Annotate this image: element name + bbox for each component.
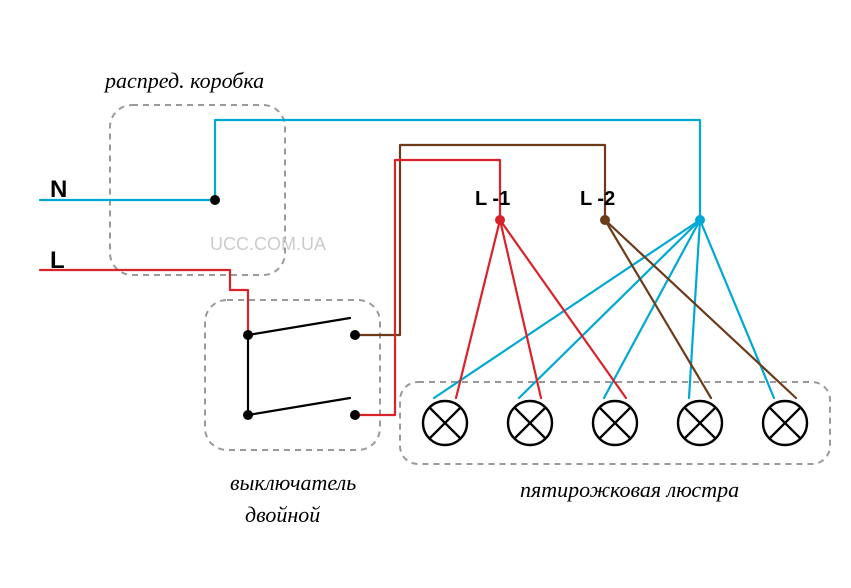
junction-dot: [350, 410, 360, 420]
lamp-symbol: [508, 401, 552, 445]
switch-internal-wires: [248, 318, 350, 415]
l2-wires: [355, 145, 796, 398]
switch-box: [205, 300, 380, 450]
junction-dot: [695, 215, 705, 225]
switch-label-line2: двойной: [245, 502, 320, 527]
watermark-text: UCC.COM.UA: [210, 234, 326, 254]
live-wires: [40, 160, 626, 415]
junction-dot: [210, 195, 220, 205]
switch-label-line1: выключатель: [230, 470, 356, 495]
junction-dot: [243, 410, 253, 420]
junction-dot: [600, 215, 610, 225]
l1-label: L -1: [475, 188, 510, 210]
junction-dot: [495, 215, 505, 225]
lamp-symbol: [593, 401, 637, 445]
junction-box-label: распред. коробка: [103, 68, 264, 93]
junction-dot: [350, 330, 360, 340]
lamps-group: [423, 401, 807, 445]
neutral-wires: [40, 120, 774, 398]
chandelier-label: пятирожковая люстра: [520, 477, 739, 502]
junction-dot: [243, 330, 253, 340]
wiring-diagram: распред. коробка N L UCC.COM.UA L -1 L -…: [0, 0, 851, 588]
lamp-symbol: [423, 401, 467, 445]
live-terminal-label: L: [50, 247, 65, 274]
lamp-symbol: [678, 401, 722, 445]
neutral-terminal-label: N: [50, 176, 67, 203]
l2-label: L -2: [580, 188, 615, 210]
lamp-symbol: [763, 401, 807, 445]
